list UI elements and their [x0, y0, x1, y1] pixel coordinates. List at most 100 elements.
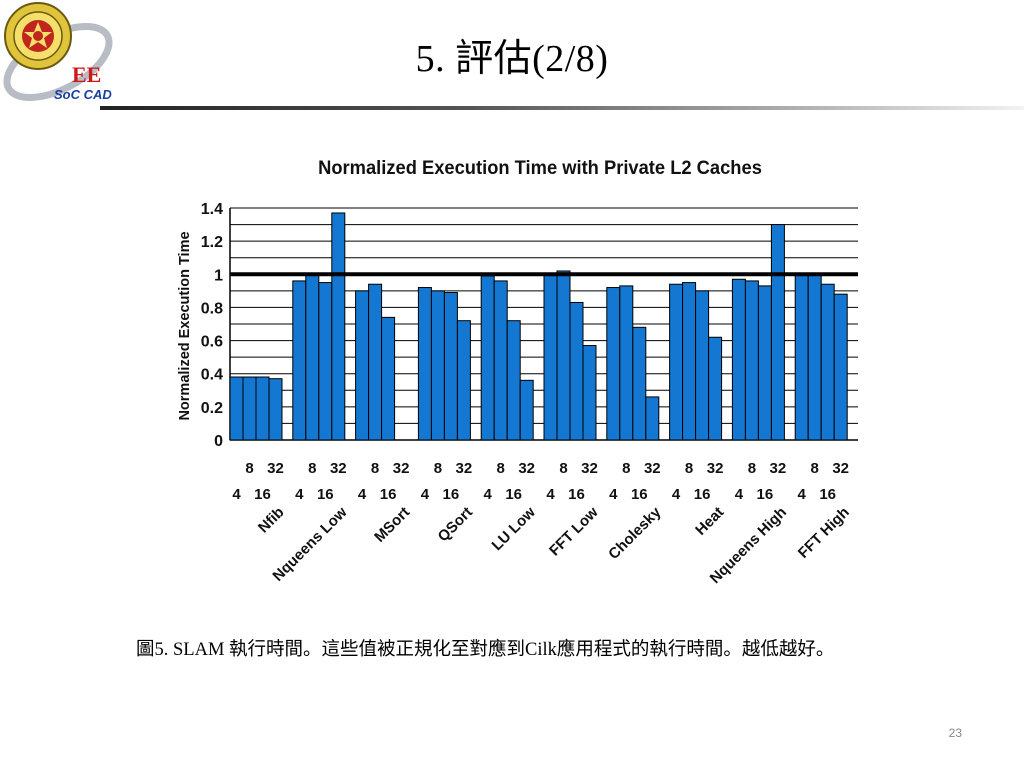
y-tick-label: 0.2 — [201, 400, 223, 417]
bar-msort-8 — [368, 283, 383, 441]
bar-lu-low-8 — [493, 280, 508, 441]
x-tick-label: 8 — [245, 460, 253, 477]
x-tick-label: 32 — [393, 460, 410, 477]
x-tick-label: 8 — [748, 460, 756, 477]
x-tick-label: 4 — [232, 486, 241, 503]
bar-qsort-8 — [430, 290, 445, 441]
bar-nfib-4 — [229, 376, 244, 441]
x-tick-label: 4 — [546, 486, 555, 503]
x-tick-label: 16 — [317, 486, 334, 503]
university-logo: EE SoC CAD — [0, 0, 125, 110]
y-tick-label: 0.8 — [201, 300, 223, 317]
x-tick-label: 32 — [330, 460, 347, 477]
bar-qsort-16 — [443, 292, 458, 441]
category-label: FFT High — [795, 504, 853, 562]
x-tick-label: 8 — [497, 460, 505, 477]
x-tick-label: 32 — [456, 460, 473, 477]
bar-msort-16 — [381, 316, 396, 441]
x-tick-label: 4 — [798, 486, 807, 503]
x-tick-label: 4 — [484, 486, 493, 503]
logo-soc-cad-text: SoC CAD — [54, 87, 112, 102]
x-tick-label: 16 — [380, 486, 397, 503]
bar-lu-low-32 — [519, 379, 534, 441]
x-tick-label: 8 — [622, 460, 630, 477]
bar-fft-low-8 — [556, 270, 571, 441]
x-tick-label: 32 — [267, 460, 284, 477]
x-tick-label: 32 — [707, 460, 724, 477]
x-tick-label: 16 — [254, 486, 271, 503]
x-tick-label: 4 — [295, 486, 304, 503]
category-label: FFT Low — [546, 504, 602, 560]
bar-cholesky-32 — [645, 396, 660, 441]
bar-fft-high-4 — [794, 273, 809, 441]
bar-nqueens-low-8 — [305, 273, 320, 441]
logo-ee-text: EE — [72, 62, 101, 87]
bar-fft-high-32 — [833, 293, 848, 441]
y-tick-label: 1 — [214, 267, 223, 284]
bar-nqueens-high-16 — [757, 285, 772, 441]
x-tick-label: 4 — [358, 486, 367, 503]
bar-cholesky-4 — [606, 287, 621, 441]
bar-heat-8 — [682, 282, 697, 441]
bar-heat-4 — [669, 283, 684, 441]
x-tick-label: 4 — [609, 486, 618, 503]
bar-msort-4 — [355, 290, 370, 441]
x-tick-label: 32 — [832, 460, 849, 477]
category-label: MSort — [371, 504, 413, 546]
y-tick-label: 1.2 — [201, 234, 223, 251]
bar-qsort-4 — [417, 287, 432, 441]
bar-fft-low-32 — [582, 345, 597, 441]
title-divider — [100, 106, 1024, 110]
bar-nqueens-high-4 — [731, 278, 746, 441]
bar-cholesky-16 — [632, 326, 647, 441]
bar-nfib-8 — [242, 376, 257, 441]
page-number: 23 — [948, 726, 962, 740]
y-tick-label: 1.4 — [201, 201, 223, 218]
bar-nqueens-high-32 — [770, 224, 785, 441]
x-tick-label: 16 — [443, 486, 460, 503]
x-tick-label: 16 — [819, 486, 836, 503]
bar-nqueens-low-16 — [318, 282, 333, 441]
x-tick-label: 16 — [757, 486, 774, 503]
x-tick-label: 4 — [672, 486, 681, 503]
y-axis-label: Normalized Execution Time — [177, 231, 193, 420]
x-tick-label: 8 — [434, 460, 442, 477]
bar-nfib-16 — [255, 376, 270, 441]
figure-caption: 圖5. SLAM 執行時間。這些值被正規化至對應到Cilk應用程式的執行時間。越… — [136, 640, 835, 660]
x-tick-label: 4 — [735, 486, 744, 503]
x-tick-label: 4 — [421, 486, 430, 503]
x-tick-label: 8 — [371, 460, 379, 477]
bar-nqueens-high-8 — [744, 280, 759, 441]
bar-nfib-32 — [268, 378, 283, 441]
category-label: Nfib — [255, 504, 288, 537]
y-tick-label: 0.6 — [201, 334, 223, 351]
slide-title: 5. 評估(2/8) — [415, 38, 609, 80]
category-label: Cholesky — [605, 503, 665, 563]
x-tick-label: 32 — [770, 460, 787, 477]
bar-lu-low-4 — [480, 275, 495, 441]
x-tick-label: 16 — [694, 486, 711, 503]
y-tick-label: 0 — [214, 433, 223, 450]
bar-nqueens-low-4 — [292, 280, 307, 441]
bar-fft-high-16 — [820, 283, 835, 441]
x-tick-label: 32 — [581, 460, 598, 477]
x-tick-label: 8 — [559, 460, 567, 477]
y-tick-label: 0.4 — [201, 367, 223, 384]
bar-fft-high-8 — [807, 273, 822, 441]
x-tick-label: 8 — [685, 460, 693, 477]
category-label: Heat — [692, 504, 727, 539]
x-tick-label: 16 — [568, 486, 585, 503]
x-tick-label: 16 — [631, 486, 648, 503]
bar-heat-16 — [695, 290, 710, 441]
bar-nqueens-low-32 — [331, 212, 346, 441]
x-tick-label: 32 — [518, 460, 535, 477]
bar-cholesky-8 — [619, 285, 634, 441]
x-tick-label: 32 — [644, 460, 661, 477]
bar-heat-32 — [708, 336, 723, 441]
x-tick-label: 16 — [505, 486, 522, 503]
bar-qsort-32 — [456, 320, 471, 441]
bar-fft-low-16 — [569, 301, 584, 441]
category-label: QSort — [435, 504, 476, 545]
x-tick-label: 8 — [308, 460, 316, 477]
chart-title: Normalized Execution Time with Private L… — [318, 157, 762, 179]
